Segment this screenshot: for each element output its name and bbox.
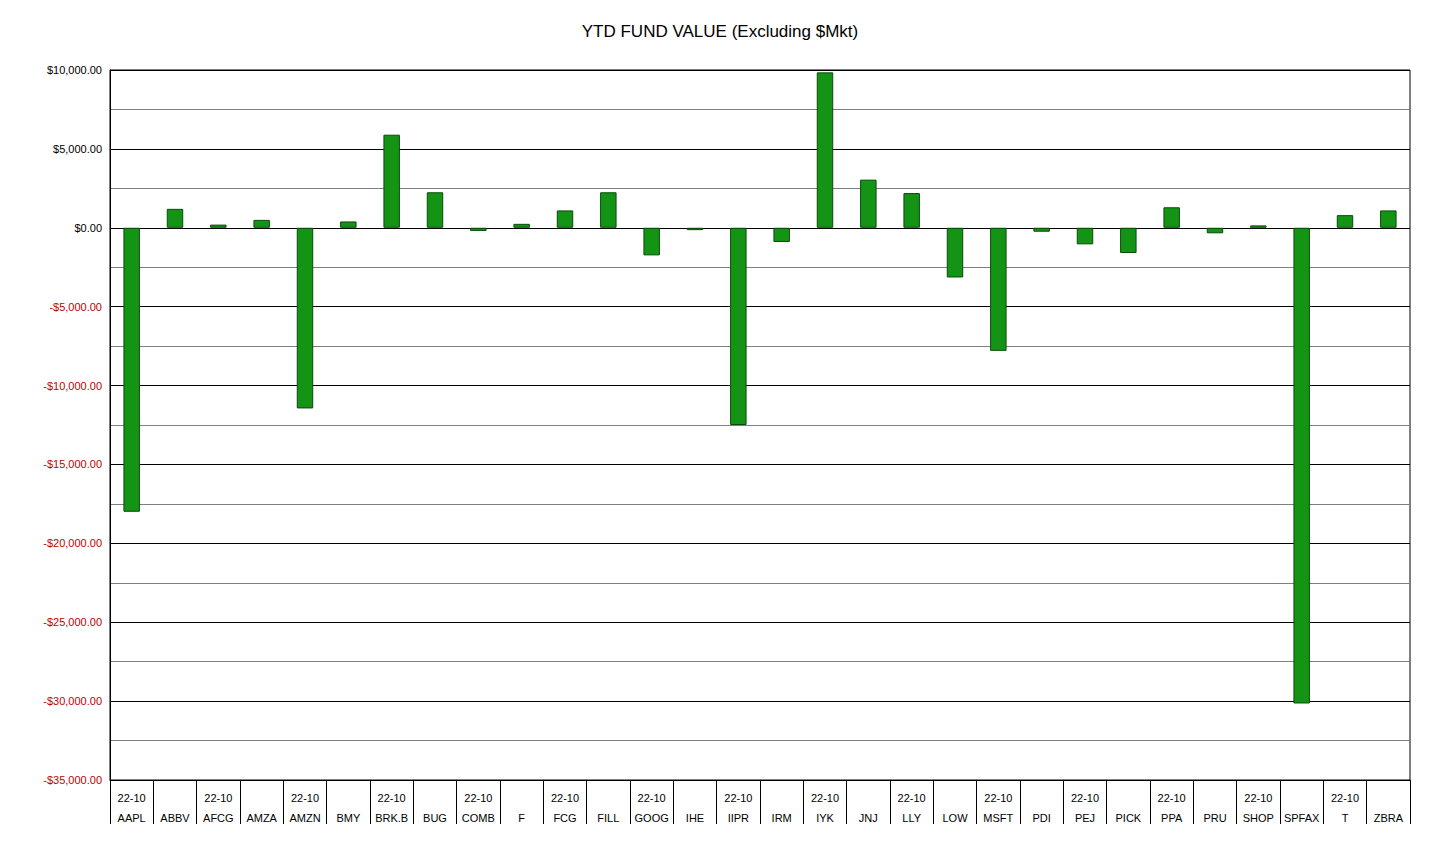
svg-text:22-10: 22-10 (204, 792, 232, 804)
svg-text:LOW: LOW (942, 812, 968, 824)
svg-text:22-10: 22-10 (1071, 792, 1099, 804)
svg-text:T: T (1342, 812, 1349, 824)
svg-text:$10,000.00: $10,000.00 (47, 64, 102, 76)
svg-text:-$35,000.00: -$35,000.00 (43, 774, 102, 786)
svg-text:-$30,000.00: -$30,000.00 (43, 695, 102, 707)
svg-text:$5,000.00: $5,000.00 (53, 143, 102, 155)
svg-text:GOOG: GOOG (635, 812, 669, 824)
svg-text:22-10: 22-10 (118, 792, 146, 804)
svg-text:PPA: PPA (1161, 812, 1183, 824)
svg-text:IYK: IYK (816, 812, 834, 824)
svg-text:ABBV: ABBV (160, 812, 190, 824)
svg-text:BUG: BUG (423, 812, 447, 824)
svg-text:FILL: FILL (597, 812, 619, 824)
svg-text:-$10,000.00: -$10,000.00 (43, 380, 102, 392)
svg-text:22-10: 22-10 (638, 792, 666, 804)
svg-text:IRM: IRM (772, 812, 792, 824)
svg-text:AMZA: AMZA (246, 812, 277, 824)
svg-text:22-10: 22-10 (984, 792, 1012, 804)
svg-text:BRK.B: BRK.B (375, 812, 408, 824)
svg-text:PEJ: PEJ (1075, 812, 1095, 824)
svg-text:AFCG: AFCG (203, 812, 234, 824)
svg-text:FCG: FCG (553, 812, 576, 824)
svg-text:22-10: 22-10 (898, 792, 926, 804)
svg-text:22-10: 22-10 (464, 792, 492, 804)
svg-text:-$25,000.00: -$25,000.00 (43, 616, 102, 628)
svg-text:COMB: COMB (462, 812, 495, 824)
svg-text:22-10: 22-10 (1244, 792, 1272, 804)
svg-text:AMZN: AMZN (289, 812, 320, 824)
svg-text:BMY: BMY (336, 812, 361, 824)
svg-text:AAPL: AAPL (118, 812, 146, 824)
svg-text:YTD FUND VALUE (Excluding $Mkt: YTD FUND VALUE (Excluding $Mkt) (582, 22, 858, 41)
svg-text:-$5,000.00: -$5,000.00 (49, 301, 102, 313)
svg-text:LLY: LLY (902, 812, 921, 824)
svg-text:MSFT: MSFT (983, 812, 1013, 824)
svg-text:F: F (518, 812, 525, 824)
svg-text:22-10: 22-10 (724, 792, 752, 804)
svg-text:22-10: 22-10 (291, 792, 319, 804)
svg-text:-$15,000.00: -$15,000.00 (43, 458, 102, 470)
svg-text:JNJ: JNJ (859, 812, 878, 824)
svg-text:SHOP: SHOP (1243, 812, 1274, 824)
svg-text:IHE: IHE (686, 812, 704, 824)
svg-text:22-10: 22-10 (1158, 792, 1186, 804)
svg-text:$0.00: $0.00 (74, 222, 102, 234)
svg-text:PRU: PRU (1203, 812, 1226, 824)
svg-text:22-10: 22-10 (1331, 792, 1359, 804)
svg-text:-$20,000.00: -$20,000.00 (43, 537, 102, 549)
svg-text:IIPR: IIPR (728, 812, 749, 824)
svg-text:22-10: 22-10 (551, 792, 579, 804)
svg-text:22-10: 22-10 (811, 792, 839, 804)
svg-text:ZBRA: ZBRA (1374, 812, 1404, 824)
svg-text:22-10: 22-10 (378, 792, 406, 804)
svg-text:PICK: PICK (1115, 812, 1141, 824)
svg-text:SPFAX: SPFAX (1284, 812, 1320, 824)
svg-text:PDI: PDI (1032, 812, 1050, 824)
